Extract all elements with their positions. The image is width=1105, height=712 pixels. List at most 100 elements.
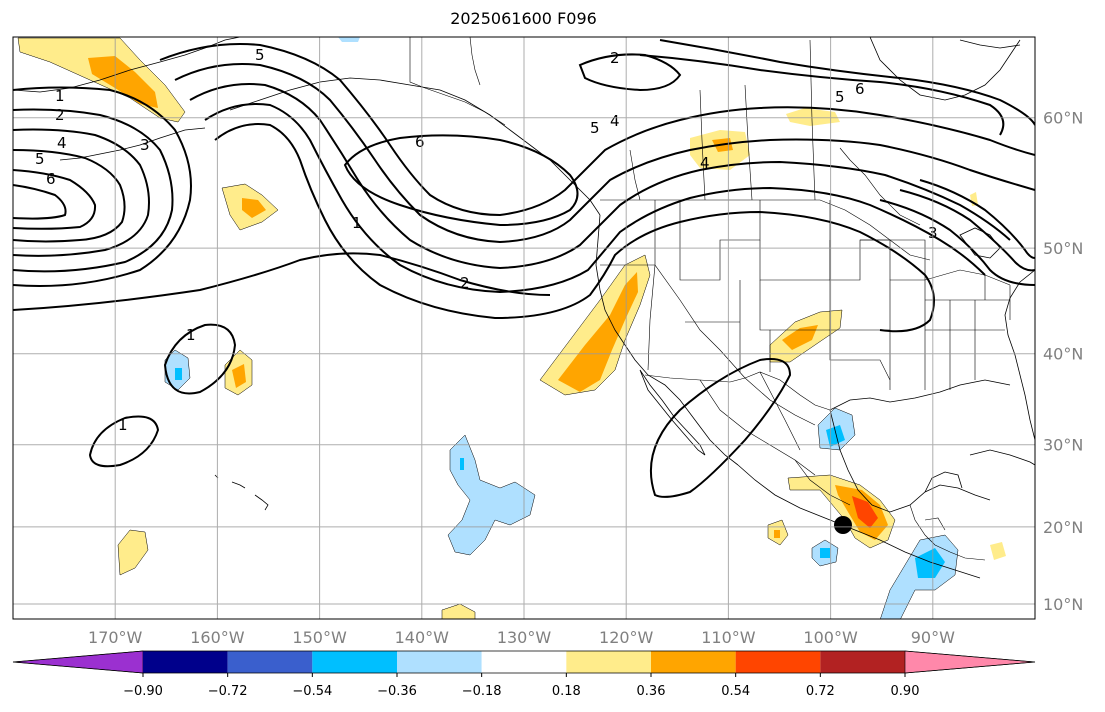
province-border <box>744 84 753 201</box>
contour-label: 5 <box>835 88 845 106</box>
alaska-coast <box>229 77 601 216</box>
longitude-tick-label: 150°W <box>292 628 347 647</box>
colorbar-segment <box>397 651 482 673</box>
colorbar: −0.90 −0.72 −0.54 −0.36 −0.18 0.18 0.36 0.54 0.7… <box>12 650 1036 699</box>
mexico-state-border <box>794 459 851 506</box>
contour-label: 5 <box>590 119 600 137</box>
contour-label: 3 <box>140 136 150 154</box>
province-border <box>839 147 921 226</box>
shade-yellow <box>786 108 840 126</box>
longitude-tick-label: 130°W <box>497 628 552 647</box>
colorbar-extend-max <box>904 650 1036 674</box>
latitude-labels: 60°N 50°N 40°N 30°N 20°N 10°N <box>1043 109 1083 614</box>
contour-line <box>214 123 935 333</box>
contour-label: 6 <box>46 170 56 188</box>
colorbar-tick-label: 0.54 <box>721 684 750 699</box>
shade-orange <box>88 56 158 108</box>
alaska-coast <box>13 37 241 93</box>
latitude-tick-label: 50°N <box>1043 239 1083 258</box>
colorbar-segment <box>566 651 651 673</box>
colorbar-tick-label: −0.54 <box>292 684 332 699</box>
state-border <box>829 200 891 281</box>
shaded-areas <box>17 37 1006 619</box>
longitude-tick-label: 160°W <box>190 628 245 647</box>
latitude-tick-label: 40°N <box>1043 345 1083 364</box>
shade-orange <box>232 364 246 388</box>
colorbar-tick-label: −0.72 <box>208 684 248 699</box>
contour-line <box>639 54 1005 136</box>
shade-blue <box>915 548 945 578</box>
contour-line <box>13 108 174 273</box>
contour-label: 1 <box>352 214 362 232</box>
cuba <box>969 449 1035 466</box>
yucatan <box>924 471 963 493</box>
contour-label: 5 <box>255 46 265 64</box>
contour-label: 6 <box>855 80 865 98</box>
contour-line <box>174 63 1035 244</box>
state-border <box>889 299 1010 390</box>
map-frame <box>12 36 1036 620</box>
shade-blue <box>820 548 830 558</box>
central-america-border <box>909 504 986 561</box>
shade-orange <box>558 272 638 392</box>
baja-california <box>639 369 706 456</box>
contour-label: 2 <box>460 274 470 292</box>
shade-orange <box>774 530 780 538</box>
contour-line <box>343 134 579 227</box>
gulf-coast-mexico <box>829 409 991 513</box>
longitude-tick-label: 120°W <box>599 628 654 647</box>
longitude-tick-label: 170°W <box>88 628 143 647</box>
colorbar-segment <box>143 651 228 673</box>
contour-label: 1 <box>55 87 65 105</box>
contour-line <box>919 179 1035 259</box>
shade-red <box>852 496 878 528</box>
yukon-border <box>469 37 481 86</box>
contour-line <box>13 169 97 230</box>
canada-us-border <box>600 199 931 261</box>
contour-label: 4 <box>57 134 67 152</box>
shade-yellow <box>117 529 149 576</box>
alaska-canada-border <box>409 37 506 126</box>
contour-line <box>578 53 682 92</box>
shade-orange <box>782 325 818 350</box>
colorbar-tick-label: −0.90 <box>123 684 163 699</box>
longitude-tick-label: 110°W <box>701 628 756 647</box>
contour-label: 1 <box>118 416 128 434</box>
contour-line <box>13 149 126 243</box>
state-border <box>860 239 926 280</box>
hudson-bay <box>869 37 1021 101</box>
contour-line <box>879 199 1035 286</box>
colorbar-segment <box>481 651 567 673</box>
colorbar-tick-label: −0.36 <box>377 684 417 699</box>
colorbar-tick-label: 0.72 <box>806 684 835 699</box>
map-title: 2025061600 F096 <box>450 9 597 28</box>
colorbar-tick-label: −0.18 <box>462 684 502 699</box>
contour-label: 2 <box>55 106 65 124</box>
shade-yellow <box>990 542 1006 560</box>
latitude-tick-label: 20°N <box>1043 518 1083 537</box>
contour-line <box>13 184 67 220</box>
state-border <box>770 329 891 381</box>
contour-label: 5 <box>35 150 45 168</box>
colorbar-segment <box>312 651 397 673</box>
colorbar-segment <box>735 651 821 673</box>
shade-blue <box>175 368 182 380</box>
colorbar-extend-min <box>12 650 144 674</box>
contour-line <box>204 103 986 294</box>
colorbar-tick-label: 0.36 <box>637 684 666 699</box>
contour-line <box>659 39 1035 126</box>
central-america-border <box>924 517 946 531</box>
longitude-labels: 170°W 160°W 150°W 140°W 130°W 120°W 110°W 100°W… <box>88 628 955 647</box>
longitude-tick-label: 90°W <box>911 628 955 647</box>
contour-line <box>13 128 150 257</box>
contour-line <box>163 323 237 395</box>
longitude-tick-label: 100°W <box>803 628 858 647</box>
contour-line <box>159 43 1035 217</box>
colorbar-segment <box>820 651 905 673</box>
contour-label: 1 <box>186 326 196 344</box>
latitude-tick-label: 30°N <box>1043 436 1083 455</box>
contour-label: 4 <box>610 112 620 130</box>
contour-lines <box>13 39 1035 498</box>
colorbar-tick-label: 0.90 <box>891 684 920 699</box>
mexico-state-border <box>699 371 816 476</box>
